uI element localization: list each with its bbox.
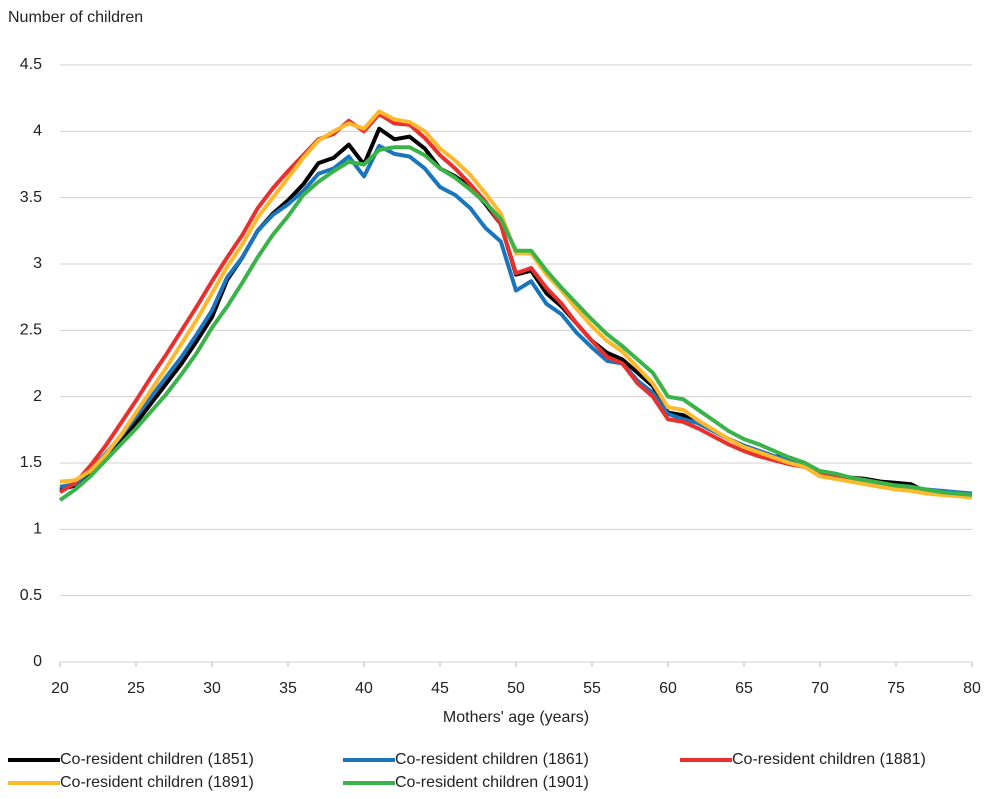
series-line: [59, 109, 973, 500]
x-tick-label: 25: [127, 680, 145, 697]
y-tick-label: 0.5: [20, 587, 42, 604]
series-line: [58, 145, 973, 502]
y-tick-label: 4: [33, 123, 42, 140]
x-tick-label: 70: [811, 680, 829, 697]
x-tick-label: 60: [659, 680, 677, 697]
y-tick-label: 2: [33, 388, 42, 405]
legend-label: Co-resident children (1901): [395, 774, 589, 791]
x-tick-label: 50: [507, 680, 525, 697]
legend-label: Co-resident children (1881): [732, 751, 926, 768]
legend-label: Co-resident children (1851): [60, 751, 254, 768]
x-tick-label: 20: [51, 680, 69, 697]
y-tick-label: 0: [33, 653, 42, 670]
series-line: [58, 112, 973, 499]
legend-label: Co-resident children (1861): [395, 751, 589, 768]
x-tick-label: 80: [963, 680, 981, 697]
legend-label: Co-resident children (1891): [60, 774, 254, 791]
y-axis-label: Number of children: [8, 9, 143, 26]
x-tick-label: 65: [735, 680, 753, 697]
x-axis-label: Mothers' age (years): [443, 709, 589, 726]
x-tick-label: 40: [355, 680, 373, 697]
y-tick-label: 1: [33, 521, 42, 538]
x-tick-label: 35: [279, 680, 297, 697]
series-line: [59, 126, 972, 496]
y-tick-label: 1.5: [20, 454, 42, 471]
y-tick-label: 3.5: [20, 189, 42, 206]
y-tick-label: 4.5: [20, 56, 42, 73]
x-tick-label: 30: [203, 680, 221, 697]
y-tick-label: 3: [33, 255, 42, 272]
x-tick-label: 55: [583, 680, 601, 697]
x-tick-label: 45: [431, 680, 449, 697]
x-tick-label: 75: [887, 680, 905, 697]
y-tick-label: 2.5: [20, 322, 42, 339]
